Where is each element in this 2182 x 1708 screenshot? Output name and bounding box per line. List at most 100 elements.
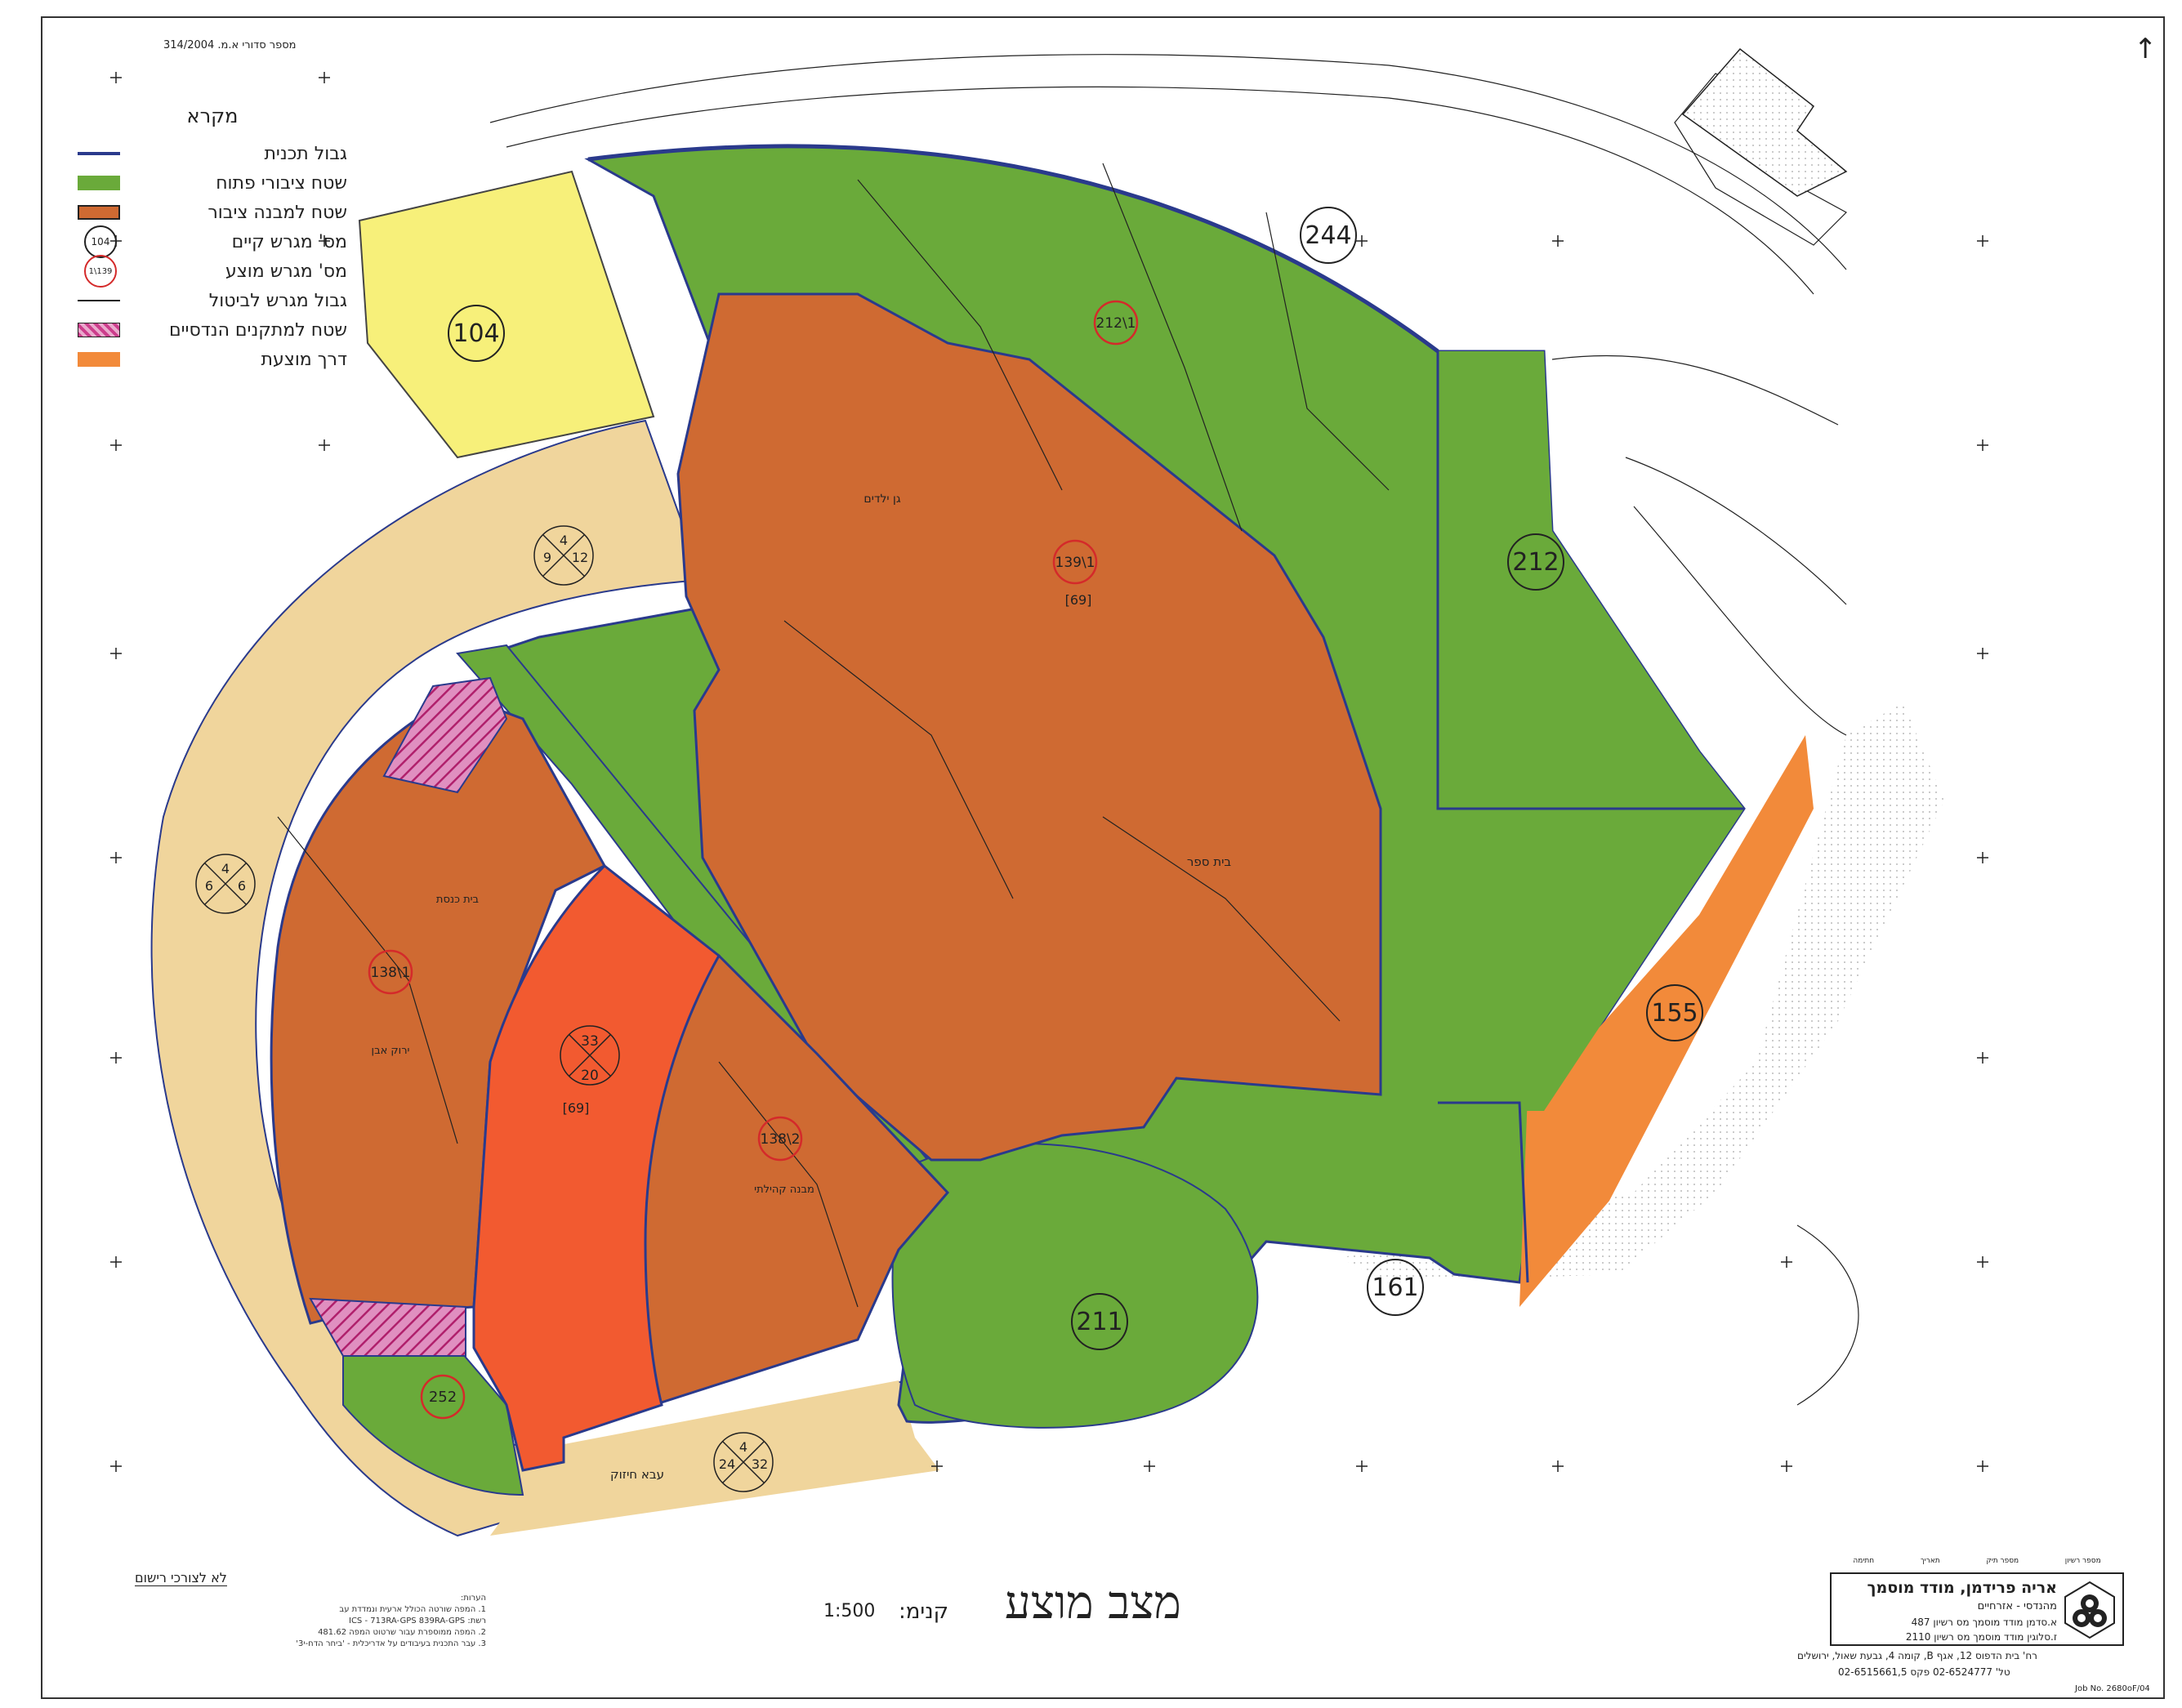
road-label-stone: ירוק אבן (372, 1045, 410, 1057)
proposed-lot-252: 252 (420, 1374, 466, 1420)
scale-label: קנימ: (899, 1599, 949, 1624)
road-symbol-4-top: 4 (739, 1439, 747, 1455)
notes: הערות: 1. המפה שורטה הכולל ארעית ונמדדת … (78, 1593, 486, 1650)
dotted-existing-road (1340, 702, 1944, 1282)
road-symbol-2-top: 4 (221, 861, 230, 876)
road-symbol-3 (560, 1025, 620, 1086)
proposed-label-138-1: 138\1 (371, 965, 411, 981)
legend-thin-line-icon (78, 300, 120, 301)
surveyor-phones: טל' 02-6524777 פקס 02-6515661,5 (1838, 1666, 2010, 1678)
road-symbol-3-top: 33 (581, 1033, 599, 1050)
note-line: רשת: ICS - 713RA-GPS 839RA-GPS (349, 1617, 486, 1625)
lot-label-161: 161 (1372, 1273, 1418, 1302)
surveyor-logo-icon (2064, 1581, 2115, 1639)
existing-lot-161: 161 (1367, 1259, 1424, 1316)
public-building-139-1 (676, 292, 1382, 1162)
engineering-area-bottom (309, 1297, 466, 1357)
road-label-bottom: עבא חיזוק (610, 1467, 664, 1482)
header-cell: מספר רשיון (2064, 1557, 2101, 1565)
proposed-label-252: 252 (429, 1389, 457, 1406)
legend-label: גבול מגרש לביטול (208, 290, 347, 311)
proposed-label-212-1: 212\1 (1096, 315, 1136, 332)
legend-item-cancel-boundary: גבול מגרש לביטול (78, 286, 347, 315)
plan-boundary-right (1438, 1101, 1529, 1283)
road-symbol-4-right: 32 (752, 1456, 768, 1472)
lot-104-area (358, 170, 655, 459)
plan-boundary-inner (1436, 351, 1744, 810)
legend-circle-icon: 104 (84, 225, 117, 258)
legend-item-proposed-lot: מס' מגרש מוצע 139\1 (78, 255, 347, 288)
surveyor-license-2: ז.סלוגין מודד מוסמך מס רשיון 2110 (1905, 1631, 2057, 1643)
proposed-lot-138-1: 138\1 (368, 949, 413, 995)
surveyor-header: מספר רשיון מספר תיק תאריך חתימה (1830, 1557, 2124, 1565)
legend-swatch-orange-icon (78, 352, 120, 367)
public-building-138-1 (270, 693, 607, 1325)
legend-red-circle-icon: 139\1 (84, 255, 117, 288)
existing-lot-212: 212 (1507, 533, 1564, 591)
road-symbol-2 (195, 854, 256, 914)
plan-boundary-top (587, 144, 1439, 354)
road-symbol-4-left: 24 (719, 1456, 735, 1472)
lot-label-155: 155 (1651, 999, 1698, 1028)
proposed-lot-212-1: 212\1 (1093, 300, 1139, 346)
header-cell: חתימה (1853, 1557, 1875, 1565)
road-symbol-2-left: 6 (205, 878, 213, 894)
survey-lines (277, 54, 1859, 1406)
legend: מקרא גבול תכנית שטח ציבורי פתוח שטח למבנ… (78, 105, 347, 374)
proposed-lot-139-1: 139\1 (1052, 539, 1098, 585)
road-symbol-4 (713, 1432, 774, 1492)
surveyor-address: רח' בית הדפוס 12, אגף B, קומה 4, גבעת שא… (1797, 1650, 2037, 1661)
existing-lot-155: 155 (1646, 984, 1703, 1041)
building-outline (1681, 47, 1848, 197)
legend-label: שטח למתקנים הנדסיים (169, 319, 347, 341)
road-symbol-1-right: 12 (572, 550, 588, 565)
area-label-community: מבנה קהילתי (754, 1184, 814, 1196)
open-space-circle (891, 1143, 1259, 1429)
legend-item-plan-boundary: גבול תכנית (78, 139, 347, 168)
legend-label: שטח ציבורי פתוח (216, 172, 347, 194)
area-label-school: בית ספר (1187, 854, 1232, 869)
area-label-69-b: [69] (563, 1100, 590, 1116)
scale-value: 1:500 (823, 1601, 876, 1621)
surveyor-block: אריה פרידמן, מודד מוסמך מהנדסי - אזרחיים… (1830, 1572, 2124, 1646)
lot-label-211: 211 (1076, 1308, 1122, 1336)
surveyor-name: אריה פרידמן, מודד מוסמך (1867, 1579, 2057, 1597)
road-symbol-2-right: 6 (238, 878, 246, 894)
proposed-lot-138-2: 138\2 (757, 1116, 803, 1162)
legend-swatch-brown-icon (78, 205, 120, 220)
legend-hatch-icon (78, 323, 120, 337)
area-label-69-a: [69] (1065, 592, 1092, 608)
area-label-synagogue: בית כנסת (436, 894, 479, 906)
legend-item-open-space: שטח ציבורי פתוח (78, 168, 347, 198)
proposed-label-138-2: 138\2 (761, 1131, 801, 1148)
existing-lot-244: 244 (1300, 207, 1357, 264)
existing-lot-104: 104 (448, 305, 505, 362)
open-space-212 (1438, 351, 1744, 1111)
red-proposed-road (472, 863, 721, 1472)
legend-swatch-green-icon (78, 176, 120, 190)
job-number: Job No. 2680oF/04 (2075, 1684, 2150, 1693)
road-symbol-1-left: 9 (543, 550, 551, 565)
surveyor-license-1: א.סדמן מודד מוסמך מס רשיון 487 (1911, 1617, 2057, 1628)
road-symbol-3-right: 20 (581, 1068, 599, 1084)
legend-item-existing-lot: מס' מגרש קיים 104 (78, 225, 347, 258)
not-for-registration: לא לצורכי רישום (135, 1570, 227, 1586)
note-line: 2. המפה ממוספרת עבור שרטוט המפה 481.62 (318, 1628, 486, 1637)
legend-title: מקרא (186, 105, 239, 127)
road-symbol-1 (533, 525, 594, 586)
legend-label: גבול תכנית (264, 143, 347, 164)
legend-item-proposed-road: דרך מוצעת (78, 345, 347, 374)
grid-crosses (110, 72, 1988, 1472)
surveyor-subtitle: מהנדסי - אזרחיים (1977, 1600, 2057, 1612)
note-line: הערות: (460, 1594, 486, 1603)
serial-number: מספר סדורי א.מ. 314/2004 (163, 39, 297, 51)
area-label-kindergarten: גן ילדים (863, 493, 900, 506)
north-arrow-icon: ↑ (2134, 33, 2157, 65)
legend-swatch-line-icon (78, 152, 120, 155)
legend-item-engineering: שטח למתקנים הנדסיים (78, 315, 347, 345)
legend-label: שטח למבנה ציבור (207, 202, 347, 223)
engineering-area-top (382, 676, 508, 794)
proposed-road-155 (1519, 735, 1814, 1307)
